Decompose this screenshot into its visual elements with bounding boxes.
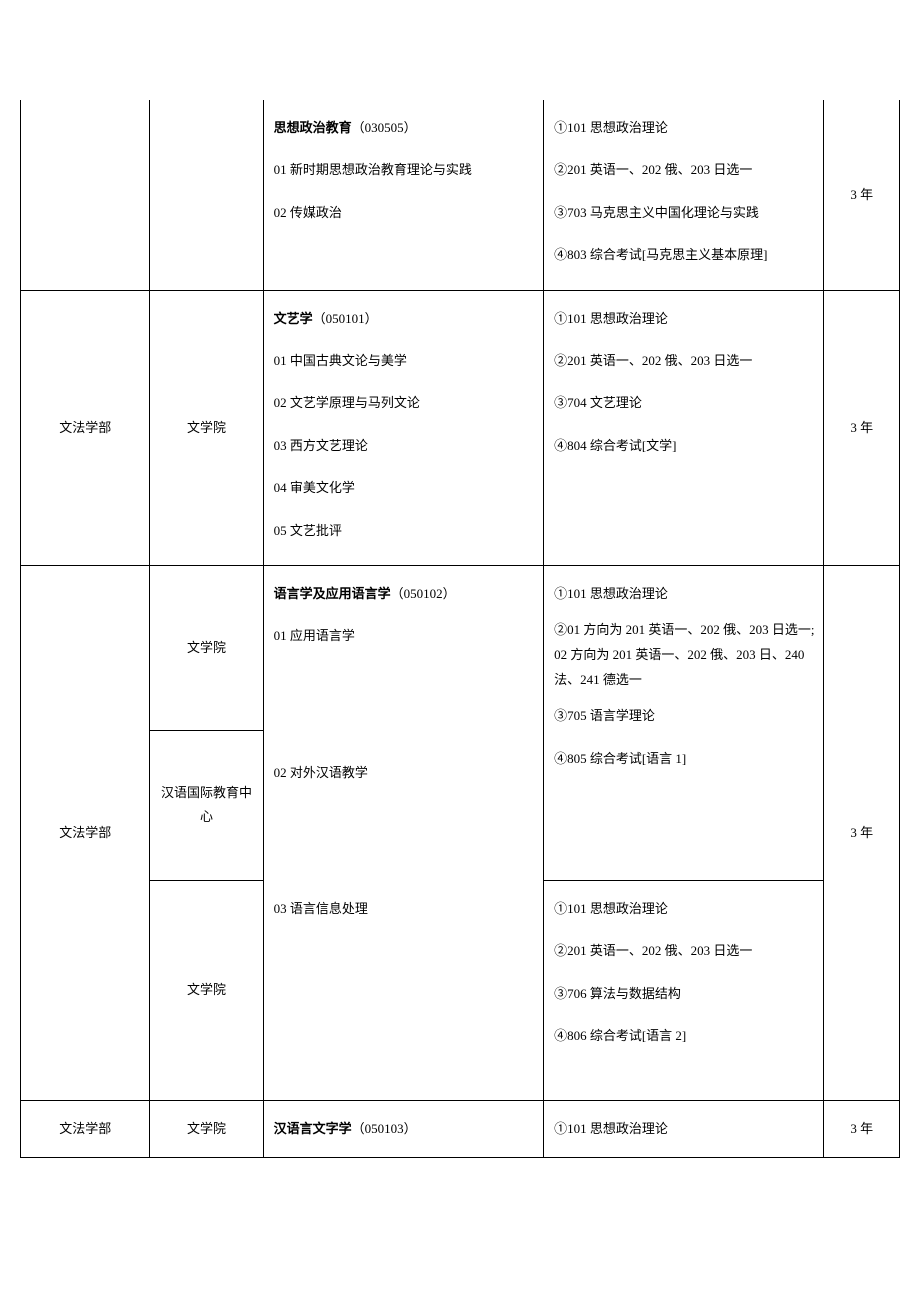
exam-item: ①101 思想政治理论 xyxy=(554,576,815,612)
major-cell: 汉语言文字学（050103） xyxy=(263,1100,543,1157)
exam-cell: ①101 思想政治理论 xyxy=(544,1100,824,1157)
duration-cell: 3 年 xyxy=(824,565,900,1100)
major-direction: 02 传媒政治 xyxy=(274,195,535,231)
major-code: （050103） xyxy=(352,1121,417,1136)
major-title: 汉语言文字学（050103） xyxy=(274,1111,535,1147)
exam-item: ①101 思想政治理论 xyxy=(554,891,815,927)
exam-cell: ①101 思想政治理论 ②201 英语一、202 俄、203 日选一 ③704 … xyxy=(544,290,824,565)
exam-item: ②201 英语一、202 俄、203 日选一 xyxy=(554,933,815,969)
major-direction: 01 中国古典文论与美学 xyxy=(274,343,535,379)
major-name: 汉语言文字学 xyxy=(274,1121,352,1136)
exam-item: ④804 综合考试[文学] xyxy=(554,428,815,464)
table-row: 文法学部 文学院 文艺学（050101） 01 中国古典文论与美学 02 文艺学… xyxy=(21,290,900,565)
catalog-table: 思想政治教育（030505） 01 新时期思想政治教育理论与实践 02 传媒政治… xyxy=(20,100,900,1158)
exam-cell: ①101 思想政治理论 ②01 方向为 201 英语一、202 俄、203 日选… xyxy=(544,565,824,880)
major-direction: 04 审美文化学 xyxy=(274,470,535,506)
school-cell xyxy=(150,100,263,290)
exam-cell: ①101 思想政治理论 ②201 英语一、202 俄、203 日选一 ③706 … xyxy=(544,880,824,1100)
major-name: 语言学及应用语言学 xyxy=(274,586,391,601)
dept-cell: 文法学部 xyxy=(21,565,150,1100)
exam-item: ①101 思想政治理论 xyxy=(554,110,815,146)
major-cell: 思想政治教育（030505） 01 新时期思想政治教育理论与实践 02 传媒政治 xyxy=(263,100,543,290)
dept-cell xyxy=(21,100,150,290)
table-row: 文法学部 文学院 语言学及应用语言学（050102） 01 应用语言学 02 对… xyxy=(21,565,900,730)
exam-item: ②201 英语一、202 俄、203 日选一 xyxy=(554,152,815,188)
exam-item: ①101 思想政治理论 xyxy=(554,1111,815,1147)
major-direction: 02 对外汉语教学 xyxy=(274,755,535,791)
major-title: 思想政治教育（030505） xyxy=(274,110,535,146)
major-title: 语言学及应用语言学（050102） xyxy=(274,576,535,612)
catalog-table-container: 思想政治教育（030505） 01 新时期思想政治教育理论与实践 02 传媒政治… xyxy=(20,100,900,1158)
major-code: （050102） xyxy=(391,586,456,601)
duration-cell: 3 年 xyxy=(824,290,900,565)
major-direction: 01 应用语言学 xyxy=(274,618,535,654)
major-cell: 语言学及应用语言学（050102） 01 应用语言学 02 对外汉语教学 03 … xyxy=(263,565,543,1100)
duration-cell: 3 年 xyxy=(824,1100,900,1157)
exam-item: ③706 算法与数据结构 xyxy=(554,976,815,1012)
major-title: 文艺学（050101） xyxy=(274,301,535,337)
major-direction: 01 新时期思想政治教育理论与实践 xyxy=(274,152,535,188)
major-direction: 05 文艺批评 xyxy=(274,513,535,549)
exam-item: ④803 综合考试[马克思主义基本原理] xyxy=(554,237,815,273)
exam-item: ②01 方向为 201 英语一、202 俄、203 日选一; 02 方向为 20… xyxy=(554,618,815,692)
duration-cell: 3 年 xyxy=(824,100,900,290)
major-code: （030505） xyxy=(352,120,417,135)
major-name: 文艺学 xyxy=(274,311,313,326)
exam-item: ③705 语言学理论 xyxy=(554,698,815,734)
school-cell: 文学院 xyxy=(150,565,263,730)
school-cell: 文学院 xyxy=(150,1100,263,1157)
major-code: （050101） xyxy=(313,311,378,326)
school-cell: 文学院 xyxy=(150,290,263,565)
dept-cell: 文法学部 xyxy=(21,1100,150,1157)
dept-cell: 文法学部 xyxy=(21,290,150,565)
exam-item: ②201 英语一、202 俄、203 日选一 xyxy=(554,343,815,379)
major-direction: 03 语言信息处理 xyxy=(274,891,535,927)
exam-item: ③703 马克思主义中国化理论与实践 xyxy=(554,195,815,231)
major-direction: 02 文艺学原理与马列文论 xyxy=(274,385,535,421)
major-cell: 文艺学（050101） 01 中国古典文论与美学 02 文艺学原理与马列文论 0… xyxy=(263,290,543,565)
table-row: 思想政治教育（030505） 01 新时期思想政治教育理论与实践 02 传媒政治… xyxy=(21,100,900,290)
exam-item: ③704 文艺理论 xyxy=(554,385,815,421)
school-cell: 文学院 xyxy=(150,880,263,1100)
major-name: 思想政治教育 xyxy=(274,120,352,135)
table-row: 文法学部 文学院 汉语言文字学（050103） ①101 思想政治理论 3 年 xyxy=(21,1100,900,1157)
exam-item: ④805 综合考试[语言 1] xyxy=(554,741,815,777)
major-direction: 03 西方文艺理论 xyxy=(274,428,535,464)
school-cell: 汉语国际教育中心 xyxy=(150,730,263,880)
exam-item: ①101 思想政治理论 xyxy=(554,301,815,337)
exam-item: ④806 综合考试[语言 2] xyxy=(554,1018,815,1054)
exam-cell: ①101 思想政治理论 ②201 英语一、202 俄、203 日选一 ③703 … xyxy=(544,100,824,290)
